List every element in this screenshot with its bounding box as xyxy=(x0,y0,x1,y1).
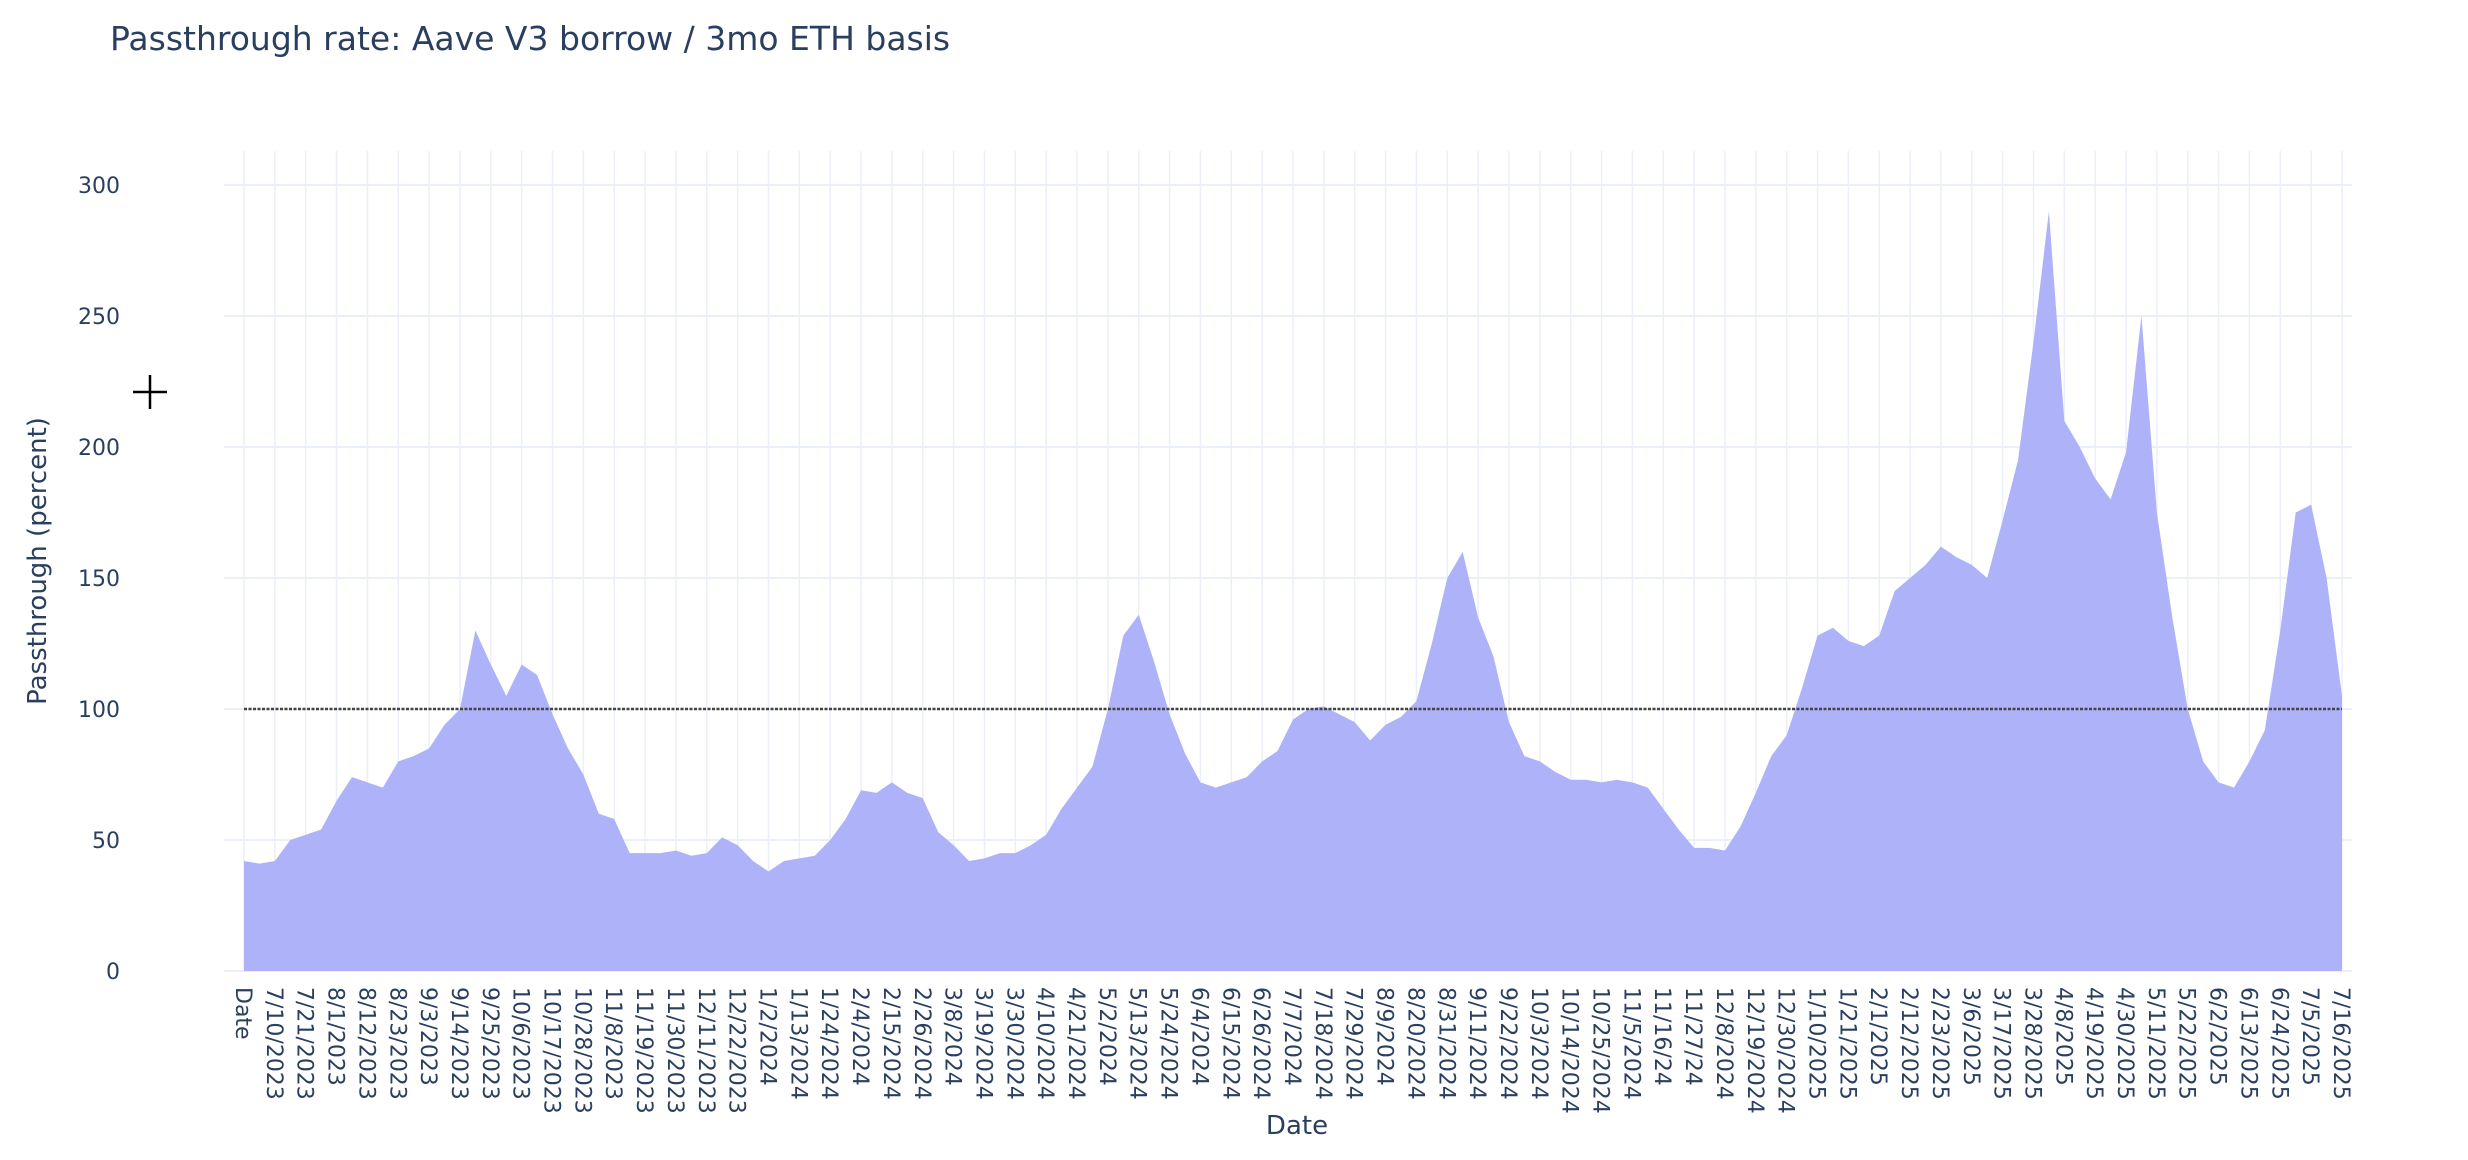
x-tick-label: 8/23/2023 xyxy=(384,987,409,1100)
x-tick-label: 10/25/2024 xyxy=(1588,987,1613,1114)
y-tick-label: 50 xyxy=(92,829,120,854)
y-tick-label: 200 xyxy=(78,436,120,461)
x-tick-label: 7/21/2023 xyxy=(292,987,317,1100)
x-tick-label: 1/21/2025 xyxy=(1834,987,1859,1100)
x-tick-label: 5/11/2025 xyxy=(2143,987,2168,1100)
x-tick-label: 7/7/2024 xyxy=(1279,987,1304,1086)
x-tick-label: 3/6/2025 xyxy=(1958,987,1983,1086)
x-tick-label: 1/2/2024 xyxy=(755,987,780,1086)
x-tick-label: 5/2/2024 xyxy=(1094,987,1119,1086)
chart-title: Passthrough rate: Aave V3 borrow / 3mo E… xyxy=(110,19,950,58)
x-tick-label: 2/1/2025 xyxy=(1865,987,1890,1086)
x-tick-label: 9/14/2023 xyxy=(446,987,471,1100)
x-tick-label: 8/1/2023 xyxy=(323,987,348,1086)
x-tick-label: 10/3/2024 xyxy=(1526,987,1551,1100)
x-tick-label: 10/17/2023 xyxy=(539,987,564,1114)
x-tick-label: Date xyxy=(230,987,255,1040)
cursor xyxy=(133,375,167,409)
x-tick-label: 1/24/2024 xyxy=(816,987,841,1100)
x-tick-label: 11/16/24 xyxy=(1649,987,1674,1086)
x-tick-label: 5/24/2024 xyxy=(1156,987,1181,1100)
area xyxy=(244,211,2342,971)
x-tick-label: 5/13/2024 xyxy=(1125,987,1150,1100)
x-tick-label: 12/19/2024 xyxy=(1742,987,1767,1114)
x-tick-label: 12/11/2023 xyxy=(693,987,718,1114)
x-tick-label: 9/22/2024 xyxy=(1495,987,1520,1100)
x-tick-label: 3/28/2025 xyxy=(2019,987,2044,1100)
x-tick-label: 6/26/2024 xyxy=(1248,987,1273,1100)
y-tick-label: 150 xyxy=(78,567,120,592)
x-tick-label: 8/31/2024 xyxy=(1433,987,1458,1100)
x-tick-label: 8/9/2024 xyxy=(1372,987,1397,1086)
x-tick-label: 9/11/2024 xyxy=(1464,987,1489,1100)
x-tick-label: 4/8/2025 xyxy=(2050,987,2075,1086)
x-tick-label: 12/30/2024 xyxy=(1773,987,1798,1114)
x-tick-label: 12/8/2024 xyxy=(1711,987,1736,1100)
y-tick-label: 250 xyxy=(78,305,120,330)
x-tick-label: 4/19/2025 xyxy=(2081,987,2106,1100)
x-tick-label: 11/30/2023 xyxy=(662,987,687,1114)
x-tick-label: 8/20/2024 xyxy=(1402,987,1427,1100)
x-tick-label: 8/12/2023 xyxy=(353,987,378,1100)
x-tick-label: 3/17/2025 xyxy=(1989,987,2014,1100)
x-tick-label: 6/2/2025 xyxy=(2205,987,2230,1086)
x-tick-label: 9/3/2023 xyxy=(415,987,440,1086)
x-tick-label: 12/22/2023 xyxy=(724,987,749,1114)
x-tick-label: 2/12/2025 xyxy=(1896,987,1921,1100)
y-axis-title: Passthrough (percent) xyxy=(23,417,53,705)
x-tick-label: 10/28/2023 xyxy=(569,987,594,1114)
y-tick-label: 300 xyxy=(78,174,120,199)
x-tick-label: 6/13/2025 xyxy=(2235,987,2260,1100)
x-tick-label: 2/4/2024 xyxy=(847,987,872,1086)
x-tick-label: 7/18/2024 xyxy=(1310,987,1335,1100)
x-axis-title: Date xyxy=(1266,1111,1328,1141)
x-tick-label: 4/21/2024 xyxy=(1063,987,1088,1100)
x-tick-label: 1/13/2024 xyxy=(785,987,810,1100)
x-tick-label: 11/19/2023 xyxy=(631,987,656,1114)
x-tick-label: 7/29/2024 xyxy=(1341,987,1366,1100)
x-tick-label: 10/6/2023 xyxy=(508,987,533,1100)
x-tick-label: 7/5/2025 xyxy=(2297,987,2322,1086)
x-tick-label: 2/15/2024 xyxy=(878,987,903,1100)
x-tick-label: 3/30/2024 xyxy=(1001,987,1026,1100)
x-tick-label: 6/4/2024 xyxy=(1186,987,1211,1086)
y-tick-label: 100 xyxy=(78,698,120,723)
x-tick-label: 7/10/2023 xyxy=(261,987,286,1100)
x-tick-label: 11/5/2024 xyxy=(1618,987,1643,1100)
x-tick-label: 1/10/2025 xyxy=(1804,987,1829,1100)
x-tick-label: 10/14/2024 xyxy=(1557,987,1582,1114)
x-tick-label: 6/24/2025 xyxy=(2266,987,2291,1100)
x-tick-label: 4/30/2025 xyxy=(2112,987,2137,1100)
x-tick-label: 3/19/2024 xyxy=(970,987,995,1100)
x-tick-label: 2/23/2025 xyxy=(1927,987,1952,1100)
x-tick-label: 7/16/2025 xyxy=(2328,987,2353,1100)
x-tick-label: 4/10/2024 xyxy=(1032,987,1057,1100)
y-tick-label: 0 xyxy=(106,960,120,985)
x-tick-label: 3/8/2024 xyxy=(940,987,965,1086)
x-tick-label: 11/8/2023 xyxy=(600,987,625,1100)
x-tick-label: 5/22/2025 xyxy=(2174,987,2199,1100)
x-tick-label: 11/27/24 xyxy=(1680,987,1705,1086)
x-tick-label: 6/15/2024 xyxy=(1217,987,1242,1100)
x-tick-label: 2/26/2024 xyxy=(909,987,934,1100)
x-tick-label: 9/25/2023 xyxy=(477,987,502,1100)
